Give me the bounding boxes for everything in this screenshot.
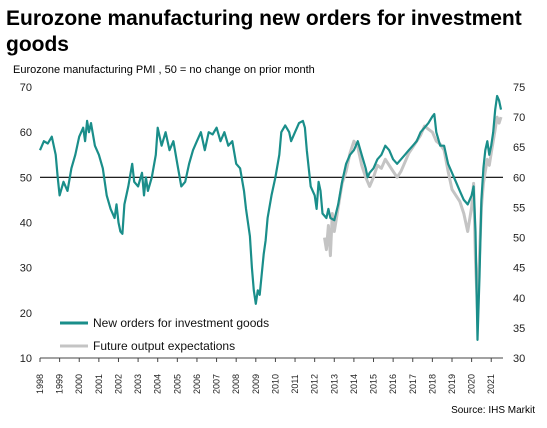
y2-tick-label: 30 <box>513 353 525 365</box>
x-tick-label: 2017 <box>408 374 418 394</box>
x-tick-label: 2005 <box>172 374 182 394</box>
legend-label: New orders for investment goods <box>93 316 269 330</box>
x-tick-label: 2003 <box>133 374 143 394</box>
x-tick-label: 2002 <box>113 374 123 394</box>
x-tick-label: 2015 <box>369 374 379 394</box>
x-tick-label: 2004 <box>153 374 163 394</box>
x-tick-label: 2014 <box>349 374 359 394</box>
y2-tick-label: 65 <box>513 142 525 154</box>
x-tick-label: 1999 <box>55 374 65 394</box>
y-tick-label: 50 <box>20 172 32 184</box>
y-tick-label: 40 <box>20 218 32 230</box>
chart-title: Eurozone manufacturing new orders for in… <box>6 7 522 56</box>
x-tick-label: 2021 <box>486 374 496 394</box>
y2-tick-label: 50 <box>513 233 525 245</box>
x-tick-label: 2016 <box>388 374 398 394</box>
y2-tick-label: 75 <box>513 82 525 94</box>
x-tick-label: 2008 <box>231 374 241 394</box>
x-tick-label: 2006 <box>192 374 202 394</box>
x-tick-label: 2001 <box>94 374 104 394</box>
x-tick-label: 2013 <box>329 374 339 394</box>
x-tick-label: 2010 <box>270 374 280 394</box>
y-tick-label: 70 <box>20 82 32 94</box>
x-tick-label: 2011 <box>290 374 300 393</box>
x-tick-label: 2000 <box>74 374 84 394</box>
x-tick-label: 2012 <box>310 374 320 394</box>
x-tick-label: 1998 <box>35 374 45 394</box>
x-tick-label: 2020 <box>467 374 477 394</box>
y2-tick-label: 70 <box>513 112 525 124</box>
y-tick-label: 30 <box>20 263 32 275</box>
x-tick-label: 2009 <box>251 374 261 394</box>
x-tick-label: 2007 <box>212 374 222 394</box>
y2-tick-label: 55 <box>513 202 525 214</box>
x-tick-label: 2019 <box>447 374 457 394</box>
y2-tick-label: 45 <box>513 263 525 275</box>
chart-source: Source: IHS Markit <box>451 405 535 416</box>
y2-tick-label: 40 <box>513 293 525 305</box>
y-tick-label: 20 <box>20 308 32 320</box>
series-line-new-orders <box>38 94 503 341</box>
x-tick-label: 2018 <box>427 374 437 394</box>
y2-tick-label: 60 <box>513 172 525 184</box>
y2-tick-label: 35 <box>513 323 525 335</box>
y-tick-label: 60 <box>20 127 32 139</box>
chart-subtitle: Eurozone manufacturing PMI , 50 = no cha… <box>13 64 315 76</box>
legend-label: Future output expectations <box>93 339 235 353</box>
y-tick-label: 10 <box>20 353 32 365</box>
